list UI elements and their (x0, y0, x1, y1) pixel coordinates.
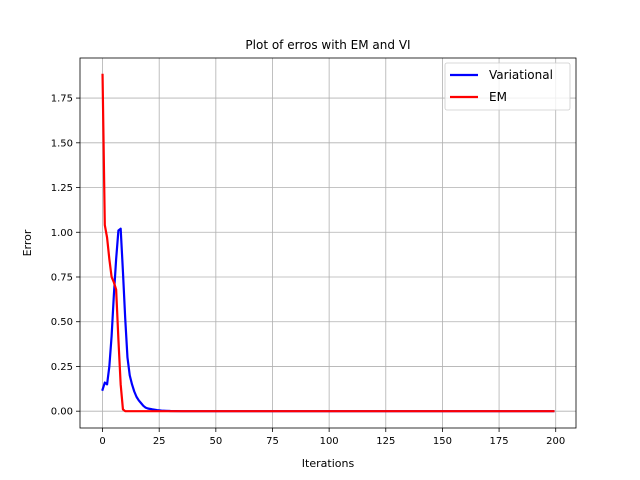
x-tick-label: 150 (433, 436, 452, 447)
x-tick-label: 0 (99, 436, 105, 447)
legend: Variational EM (444, 62, 571, 111)
axes-frame (79, 57, 577, 429)
y-tick-label: 0.00 (51, 407, 73, 418)
y-tick-label: 1.75 (51, 94, 73, 105)
y-tick-label: 1.50 (51, 138, 73, 149)
y-tick-label: 1.25 (51, 183, 73, 194)
x-tick-label: 175 (490, 436, 509, 447)
series-line-variational (101, 227, 555, 413)
x-tick-label: 100 (320, 436, 339, 447)
series-line-em (101, 73, 555, 413)
x-tick-label: 75 (266, 436, 279, 447)
chart-title: Plot of erros with EM and VI (245, 38, 410, 52)
x-tick-label: 50 (209, 436, 222, 447)
x-tick-label: 125 (376, 436, 395, 447)
series-lines (101, 73, 555, 413)
y-axis-ticks: 0.00 0.25 0.50 0.75 1.00 1.25 1.50 1.75 (51, 94, 80, 418)
grid-lines (80, 58, 576, 428)
legend-label-em: EM (489, 90, 507, 104)
legend-label-variational: Variational (489, 68, 553, 82)
x-tick-label: 25 (153, 436, 166, 447)
y-tick-label: 0.50 (51, 317, 73, 328)
y-tick-label: 1.00 (51, 228, 73, 239)
y-axis-label: Error (21, 229, 34, 256)
x-axis-ticks: 0 25 50 75 100 125 150 175 200 (99, 428, 565, 447)
x-tick-label: 200 (546, 436, 565, 447)
y-tick-label: 0.75 (51, 272, 73, 283)
y-tick-label: 0.25 (51, 362, 73, 373)
x-axis-label: Iterations (302, 457, 355, 470)
